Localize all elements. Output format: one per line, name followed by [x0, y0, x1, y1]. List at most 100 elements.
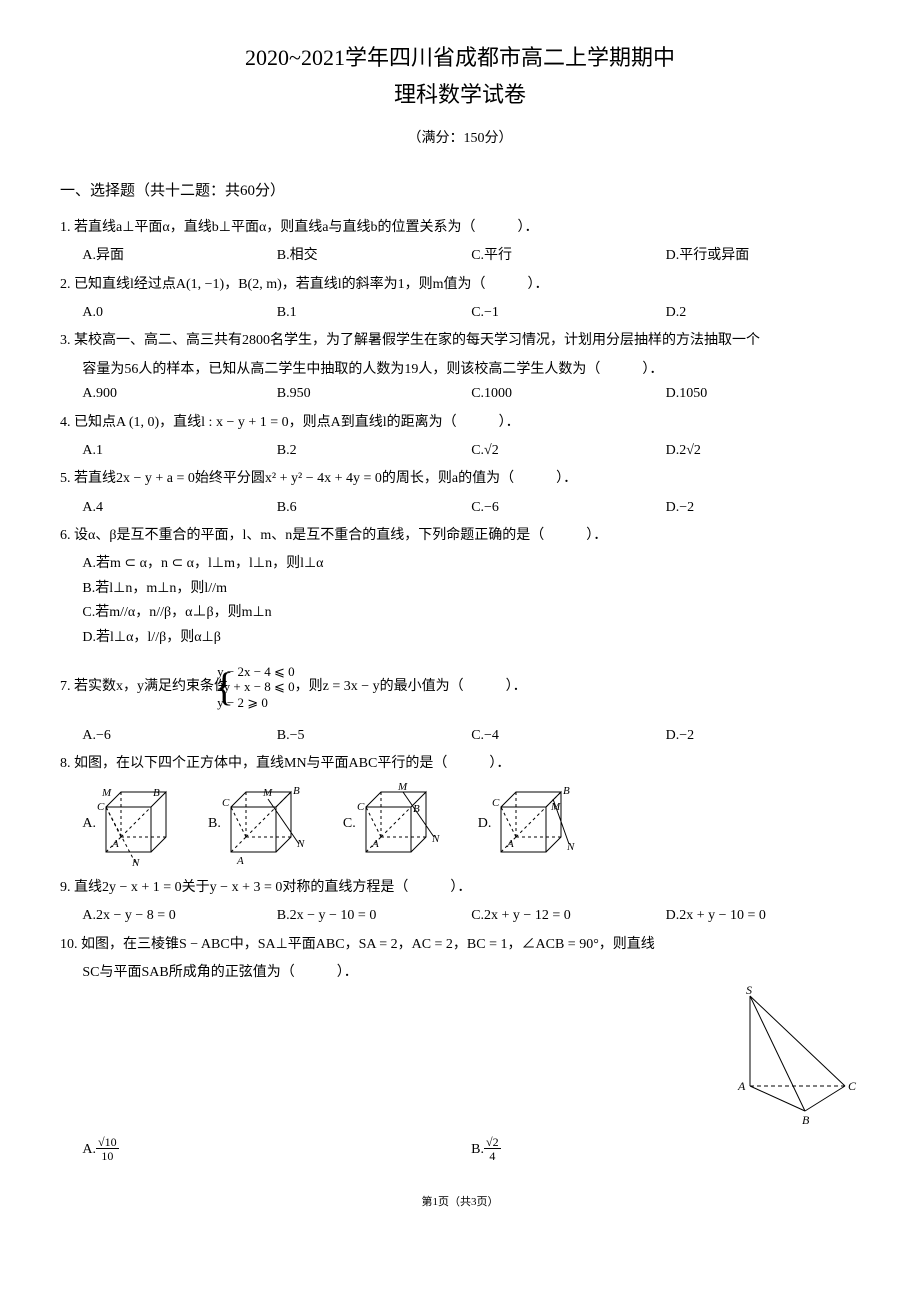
q4-opt-b: B.2: [277, 440, 471, 462]
svg-text:M: M: [101, 787, 112, 799]
q3-opt-c: C.1000: [471, 383, 665, 405]
cube-c-icon: M C B A N: [356, 782, 446, 867]
svg-text:C: C: [492, 797, 500, 809]
q5-options: A.4 B.6 C.−6 D.−2: [60, 497, 860, 519]
q3-stem-line2: 容量为56人的样本，已知从高二学生中抽取的人数为19人，则该校高二学生人数为（ …: [60, 359, 860, 381]
q9-opt-c: C.2x + y − 12 = 0: [471, 905, 665, 927]
svg-text:B: B: [563, 785, 570, 797]
q6-opt-c: C.若m//α，n//β，α⊥β，则m⊥n: [60, 602, 860, 624]
svg-text:C: C: [97, 801, 105, 813]
q3-options: A.900 B.950 C.1000 D.1050: [60, 383, 860, 405]
q8-fig-d: D. C B M A N: [478, 782, 582, 867]
q8-opt-c-label: C.: [343, 813, 356, 835]
svg-text:A: A: [371, 838, 379, 850]
q10-figure: S A B C: [730, 986, 860, 1126]
q2-opt-a: A.0: [82, 302, 276, 324]
q1-opt-d: D.平行或异面: [666, 245, 860, 267]
q9-opt-d: D.2x + y − 10 = 0: [666, 905, 860, 927]
q7-after: ，则z = 3x − y的最小值为（ ）．: [295, 679, 527, 694]
q10-stem-line1: 10. 如图，在三棱锥S − ABC中，SA⊥平面ABC，SA = 2，AC =…: [60, 934, 860, 956]
svg-text:A: A: [506, 838, 514, 850]
q7-opt-d: D.−2: [666, 725, 860, 747]
svg-text:B: B: [293, 785, 300, 797]
q7-before: 若实数x，y满足约束条件: [74, 679, 228, 694]
q10-opt-a: A.√1010: [82, 1136, 276, 1163]
svg-text:N: N: [131, 857, 140, 867]
q9-opt-b: B.2x − y − 10 = 0: [277, 905, 471, 927]
tetrahedron-icon: S A B C: [730, 986, 860, 1126]
q8-opt-a-label: A.: [82, 813, 96, 835]
q8-stem: 8. 如图，在以下四个正方体中，直线MN与平面ABC平行的是（ ）．: [60, 753, 860, 775]
q1-stem: 1. 若直线a⊥平面α，直线b⊥平面α，则直线a与直线b的位置关系为（ ）．: [60, 217, 860, 239]
section-1-header: 一、选择题（共十二题：共60分）: [60, 179, 860, 203]
q7-options: A.−6 B.−5 C.−4 D.−2: [60, 725, 860, 747]
q8-fig-c: C. M C B A N: [343, 782, 446, 867]
q5-opt-c: C.−6: [471, 497, 665, 519]
q5-opt-b: B.6: [277, 497, 471, 519]
q10-stem-line2: SC与平面SAB所成角的正弦值为（ ）．: [60, 962, 860, 984]
cube-a-icon: M B C A N: [96, 782, 176, 867]
svg-text:C: C: [357, 801, 365, 813]
q1-opt-b: B.相交: [277, 245, 471, 267]
q8-figures: A. M B C A N B.: [60, 782, 860, 867]
svg-text:C: C: [222, 797, 230, 809]
q7-stem: 7. 若实数x，y满足约束条件 { y − 2x − 4 ⩽ 0 2y + x …: [60, 655, 860, 719]
q4-stem: 4. 已知点A (1, 0)，直线l : x − y + 1 = 0，则点A到直…: [60, 412, 860, 434]
q8-fig-b: B. C M B A N: [208, 782, 311, 867]
q3-opt-b: B.950: [277, 383, 471, 405]
q7-prefix: 7.: [60, 679, 74, 694]
q8-opt-b-label: B.: [208, 813, 221, 835]
q6-opt-a: A.若m ⊂ α，n ⊂ α，l⊥m，l⊥n，则l⊥α: [60, 553, 860, 575]
q3-stem-line1: 3. 某校高一、高二、高三共有2800名学生，为了解暑假学生在家的每天学习情况，…: [60, 330, 860, 352]
svg-text:S: S: [746, 986, 752, 997]
svg-text:B: B: [802, 1113, 810, 1126]
svg-text:N: N: [566, 841, 575, 853]
svg-text:B: B: [413, 803, 420, 815]
svg-text:M: M: [262, 787, 273, 799]
q3-opt-d: D.1050: [666, 383, 860, 405]
q5-opt-a: A.4: [82, 497, 276, 519]
q7-cond1: y − 2x − 4 ⩽ 0: [234, 664, 295, 680]
q2-opt-b: B.1: [277, 302, 471, 324]
q7-cond2: 2y + x − 8 ⩽ 0: [234, 679, 295, 695]
svg-text:A: A: [737, 1079, 746, 1093]
cube-b-icon: C M B A N: [221, 782, 311, 867]
full-score: （满分：150分）: [60, 128, 860, 150]
q4-options: A.1 B.2 C.√2 D.2√2: [60, 440, 860, 462]
q4-opt-a: A.1: [82, 440, 276, 462]
q8-fig-a: A. M B C A N: [82, 782, 176, 867]
svg-text:A: A: [236, 855, 244, 867]
title-line2: 理科数学试卷: [60, 77, 860, 112]
q1-options: A.异面 B.相交 C.平行 D.平行或异面: [60, 245, 860, 267]
svg-text:C: C: [848, 1079, 857, 1093]
q10-opt-b: B.√24: [471, 1136, 665, 1163]
q2-opt-c: C.−1: [471, 302, 665, 324]
q7-opt-a: A.−6: [82, 725, 276, 747]
cube-d-icon: C B M A N: [491, 782, 581, 867]
svg-text:M: M: [397, 782, 408, 793]
svg-text:M: M: [550, 801, 561, 813]
q10-a-num: √10: [96, 1136, 119, 1149]
q3-opt-a: A.900: [82, 383, 276, 405]
svg-text:N: N: [431, 833, 440, 845]
q9-opt-a: A.2x − y − 8 = 0: [82, 905, 276, 927]
q9-options: A.2x − y − 8 = 0 B.2x − y − 10 = 0 C.2x …: [60, 905, 860, 927]
q5-stem: 5. 若直线2x − y + a = 0始终平分圆x² + y² − 4x + …: [60, 468, 860, 490]
q5-opt-d: D.−2: [666, 497, 860, 519]
page-footer: 第1页（共3页）: [60, 1194, 860, 1212]
q1-opt-a: A.异面: [82, 245, 276, 267]
q2-options: A.0 B.1 C.−1 D.2: [60, 302, 860, 324]
q4-opt-c: C.√2: [471, 440, 665, 462]
q10-options: A.√1010 B.√24: [60, 1136, 860, 1163]
q6-opt-b: B.若l⊥n，m⊥n，则l//m: [60, 578, 860, 600]
q4-opt-d: D.2√2: [666, 440, 860, 462]
q6-stem: 6. 设α、β是互不重合的平面，l、m、n是互不重合的直线，下列命题正确的是（ …: [60, 525, 860, 547]
q7-opt-b: B.−5: [277, 725, 471, 747]
q10-b-num: √2: [484, 1136, 501, 1149]
svg-text:B: B: [153, 787, 160, 799]
svg-text:A: A: [111, 838, 119, 850]
q7-cond3: y − 2 ⩾ 0: [234, 695, 295, 711]
title-line1: 2020~2021学年四川省成都市高二上学期期中: [60, 40, 860, 75]
q7-opt-c: C.−4: [471, 725, 665, 747]
q1-opt-c: C.平行: [471, 245, 665, 267]
